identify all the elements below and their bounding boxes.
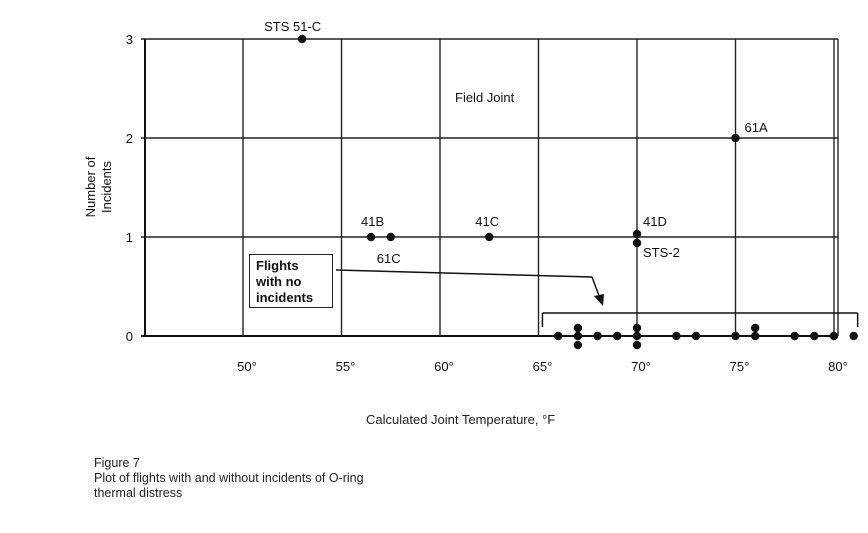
arrow-head [594,294,604,306]
data-point [849,331,858,341]
y-tick-label: 1 [126,230,133,245]
x-tick-label: 70° [631,359,651,374]
y-tick-labels: 0 1 2 3 [126,32,133,344]
data-point [573,331,583,341]
data-point [573,323,583,333]
caption-line: Plot of flights with and without inciden… [94,471,364,485]
data-point [810,331,819,341]
x-tick-label: 80° [828,359,848,374]
data-point [573,340,583,350]
data-label: STS-2 [643,245,680,260]
x-tick-label: 65° [533,359,553,374]
data-point [751,331,760,341]
data-label: 41B [361,214,384,229]
data-label: 61A [745,120,768,135]
data-point [593,331,602,341]
data-label: 61C [377,251,401,266]
x-axis-label: Calculated Joint Temperature, °F [366,412,556,427]
data-point [751,323,760,333]
data-point [632,340,642,350]
data-point [790,331,799,341]
y-axis-label-line1: Number of [83,156,98,217]
figure-caption: Figure 7 Plot of flights with and withou… [94,456,364,501]
y-axis-label-line2: Incidents [99,160,114,213]
y-tick-label: 0 [126,329,133,344]
data-point [632,229,642,239]
data-point [731,133,740,143]
data-point [485,232,494,242]
x-tick-label: 75° [730,359,750,374]
y-tick-label: 3 [126,32,133,47]
x-tick-label: 60° [434,359,454,374]
y-tick-label: 2 [126,131,133,146]
data-point [632,331,642,341]
grid [141,38,839,337]
no-incidents-note: Flights with no incidents [249,254,333,308]
data-point [366,232,376,242]
data-point [691,331,701,341]
data-label: STS 51-C [264,19,321,34]
data-point [829,331,839,341]
data-point [632,323,642,333]
data-label: 41C [475,214,499,229]
arrow-shaft [335,269,593,278]
annotations [335,269,859,327]
note-line: with no [256,274,302,289]
chart-title: Field Joint [455,90,515,105]
data-point [672,331,681,341]
note-line: incidents [256,290,314,305]
data-point [632,238,642,248]
x-tick-labels: 50° 55° 60° 65° 70° 75° 80° [237,359,848,374]
data-points: STS 51-C 41B 61C 41C 41D STS-2 61A [264,19,858,350]
data-point [731,331,740,341]
data-point [297,34,307,44]
caption-line: Figure 7 [94,456,140,470]
data-label: 41D [643,214,667,229]
note-line: Flights [256,258,299,273]
data-point [613,331,622,341]
data-point [554,331,563,341]
caption-line: thermal distress [94,486,183,500]
x-tick-label: 55° [336,359,356,374]
x-tick-label: 50° [237,359,257,374]
data-point [386,232,395,242]
